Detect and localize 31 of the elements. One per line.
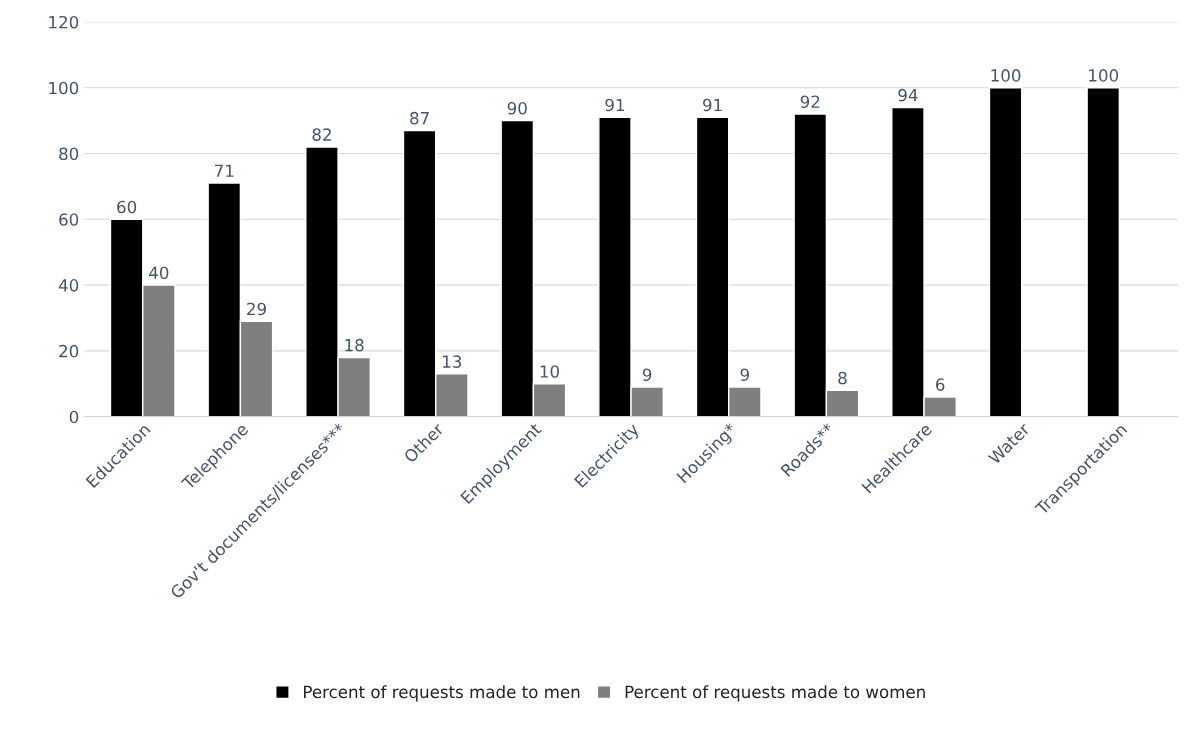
bar	[988, 87, 1023, 417]
data-label: 71	[215, 164, 234, 177]
data-label: 18	[345, 338, 364, 352]
y-tick-label: 60	[59, 213, 79, 226]
data-label: 90	[507, 102, 527, 115]
data-label: 10	[540, 365, 559, 378]
data-label: 60	[117, 200, 137, 214]
y-tick-label: 120	[49, 15, 79, 29]
data-label: 94	[898, 88, 918, 102]
data-label: 91	[703, 98, 722, 112]
data-label: 100	[1089, 69, 1119, 82]
data-label: 9	[642, 368, 652, 382]
y-tick-label: 20	[59, 344, 79, 358]
data-label: 8	[838, 371, 847, 385]
data-label: 13	[443, 355, 462, 368]
data-label: 87	[410, 111, 429, 125]
y-tick-label: 100	[49, 81, 79, 95]
data-label: 82	[312, 128, 331, 141]
y-tick-label: 40	[58, 279, 79, 292]
data-label: 91	[605, 98, 624, 112]
data-label: 6	[936, 378, 945, 391]
legend-label: Percent of requests made to women	[625, 685, 925, 702]
legend-label: Percent of requests made to men	[304, 685, 580, 702]
y-tick-label: 80	[59, 147, 79, 161]
bar	[1086, 87, 1121, 417]
y-tick-label: 0	[69, 410, 79, 424]
data-label: 9	[740, 368, 749, 382]
data-label: 29	[247, 302, 266, 316]
data-label: 100	[991, 69, 1021, 82]
data-label: 40	[149, 266, 169, 280]
data-label: 92	[800, 95, 820, 109]
